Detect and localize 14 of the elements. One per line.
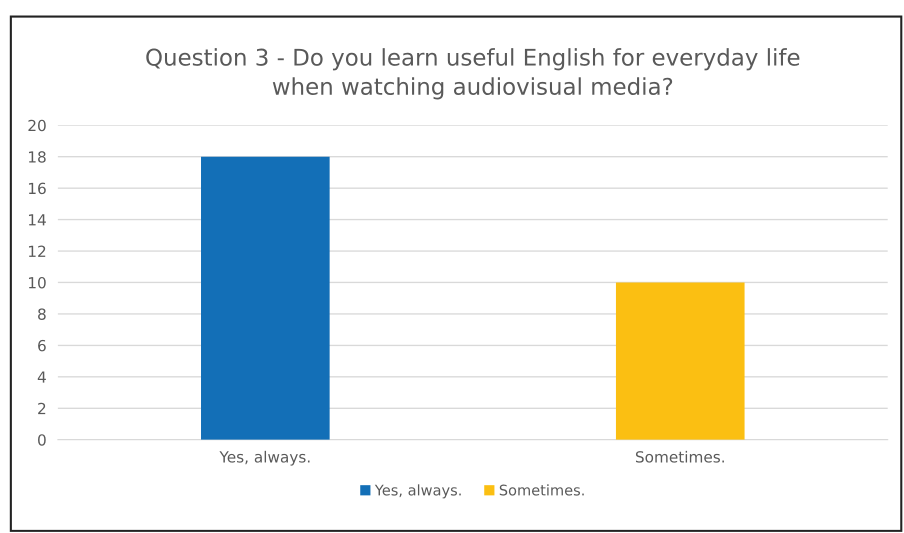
y-tick-label: 16 [28, 182, 46, 194]
y-tick-label: 14 [28, 214, 46, 226]
y-tick-label: 20 [28, 120, 46, 132]
y-tick-label: 10 [28, 276, 46, 289]
y-tick-label: 0 [38, 434, 46, 446]
legend-label: Sometimes. [500, 484, 584, 496]
legend-label: Yes, always. [374, 484, 461, 498]
y-tick-label: 18 [28, 151, 46, 163]
y-tick-label: 12 [28, 246, 46, 257]
y-tick-label: 4 [38, 371, 46, 383]
y-tick-label: 8 [38, 308, 46, 320]
y-tick-label: 6 [38, 340, 46, 352]
y-tick-label: 2 [38, 402, 46, 414]
chart-title: Question 3 - Do you learn useful English for everyday life when watching audiovisual media? [146, 48, 800, 100]
